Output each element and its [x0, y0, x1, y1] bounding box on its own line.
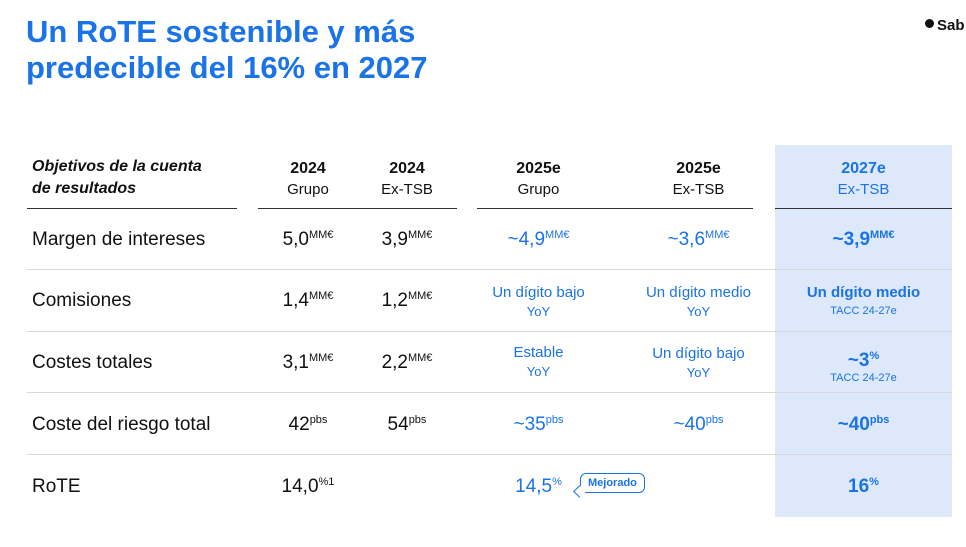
column-sub: Ex-TSB — [837, 181, 890, 198]
cell-comisiones-2025e-ex-tsb: Un dígito medio YoY — [645, 284, 752, 319]
row-divider — [27, 454, 952, 455]
logo-mark-icon — [925, 19, 934, 28]
cell-costes-2024-ex-tsb: 2,2MM€ — [381, 352, 433, 373]
cell-comisiones-2027e-ex-tsb: Un dígito medio TACC 24-27e — [806, 284, 921, 317]
header-label-line-1: Objetivos de la cuenta — [32, 158, 202, 175]
page-title-line-1: Un RoTE sostenible y más — [26, 14, 416, 49]
column-year: 2025e — [516, 160, 561, 177]
column-header-2027e-ex-tsb: 2027e Ex-TSB — [775, 158, 952, 200]
improved-badge: Mejorado — [580, 473, 645, 493]
row-divider — [27, 392, 952, 393]
logo-text: Sab — [937, 17, 965, 34]
column-year: 2025e — [676, 160, 721, 177]
column-year: 2024 — [389, 160, 425, 177]
header-divider — [258, 208, 457, 209]
column-sub: Grupo — [287, 181, 329, 198]
column-sub: Ex-TSB — [672, 181, 725, 198]
cell-costes-2025e-grupo: Estable YoY — [513, 344, 564, 379]
cell-rote-2025e-grupo: 14,5% — [515, 476, 562, 497]
column-year: 2027e — [841, 160, 886, 177]
cell-comisiones-2024-grupo: 1,4MM€ — [282, 290, 334, 311]
column-header-2025e-ex-tsb: 2025e Ex-TSB — [622, 158, 775, 200]
page-title: Un RoTE sostenible y más predecible del … — [26, 14, 428, 86]
column-sub: Ex-TSB — [381, 181, 433, 198]
header-label-line-2: de resultados — [32, 180, 137, 197]
row-label-comisiones: Comisiones — [32, 290, 132, 311]
sabadell-logo: Sab — [925, 17, 965, 34]
cell-costes-2027e-ex-tsb: ~3% TACC 24-27e — [830, 350, 897, 384]
cell-riesgo-2025e-ex-tsb: ~40pbs — [673, 414, 724, 435]
row-divider — [27, 331, 952, 332]
cell-costes-2025e-ex-tsb: Un dígito bajo YoY — [652, 345, 745, 380]
cell-margen-2025e-grupo: ~4,9MM€ — [507, 229, 570, 250]
cell-rote-2027e-ex-tsb: 16% — [848, 476, 879, 497]
cell-riesgo-2024-ex-tsb: 54pbs — [387, 414, 427, 435]
cell-margen-2027e-ex-tsb: ~3,9MM€ — [832, 229, 895, 250]
cell-comisiones-2024-ex-tsb: 1,2MM€ — [381, 290, 433, 311]
header-divider — [27, 208, 237, 209]
cell-comisiones-2025e-grupo: Un dígito bajo YoY — [492, 284, 585, 319]
column-header-2025e-grupo: 2025e Grupo — [477, 158, 600, 200]
cell-margen-2024-ex-tsb: 3,9MM€ — [381, 229, 433, 250]
column-header-2024-grupo: 2024 Grupo — [258, 158, 358, 200]
cell-riesgo-2027e-ex-tsb: ~40pbs — [837, 414, 890, 435]
cell-riesgo-2024-grupo: 42pbs — [288, 414, 328, 435]
cell-margen-2024-grupo: 5,0MM€ — [282, 229, 334, 250]
table-header-label: Objetivos de la cuenta de resultados — [32, 156, 202, 200]
page-title-line-2: predecible del 16% en 2027 — [26, 50, 428, 85]
row-label-rote: RoTE — [32, 476, 81, 497]
cell-rote-2024-grupo: 14,0%1 — [281, 476, 335, 497]
cell-costes-2024-grupo: 3,1MM€ — [282, 352, 334, 373]
cell-riesgo-2025e-grupo: ~35pbs — [513, 414, 564, 435]
column-header-2024-ex-tsb: 2024 Ex-TSB — [357, 158, 457, 200]
row-divider — [27, 269, 952, 270]
row-label-coste-riesgo: Coste del riesgo total — [32, 414, 211, 435]
cell-margen-2025e-ex-tsb: ~3,6MM€ — [667, 229, 730, 250]
row-label-costes-totales: Costes totales — [32, 352, 153, 373]
header-divider — [775, 208, 952, 209]
column-sub: Grupo — [517, 181, 560, 198]
column-year: 2024 — [290, 160, 326, 177]
row-label-margen-intereses: Margen de intereses — [32, 229, 206, 250]
header-divider — [477, 208, 753, 209]
